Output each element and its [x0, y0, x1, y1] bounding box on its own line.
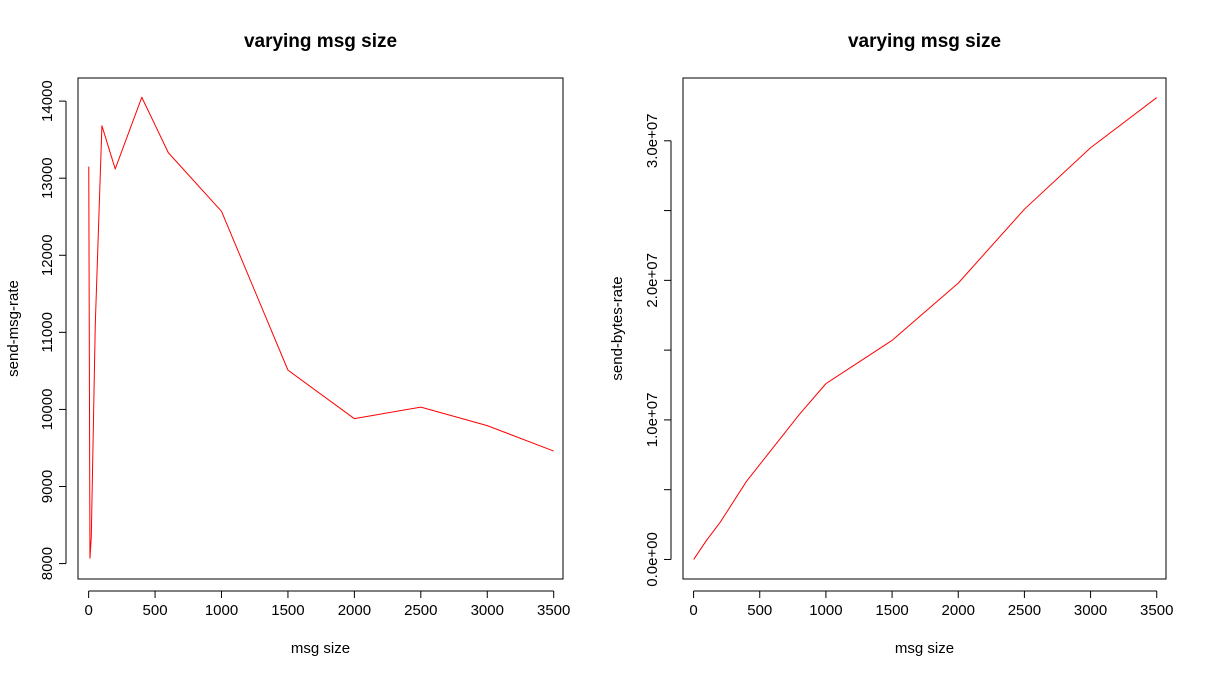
left-chart-y-tick-label: 13000 — [39, 157, 56, 199]
left-chart-y-tick-label: 9000 — [39, 470, 56, 503]
left-chart-x-tick-label: 1500 — [271, 602, 304, 619]
right-chart-x-tick-label: 1000 — [809, 602, 842, 619]
right-chart-y-tick-label: 2.0e+07 — [644, 253, 661, 308]
left-chart-x-tick-label: 3000 — [471, 602, 504, 619]
left-chart-y-tick-label: 8000 — [39, 547, 56, 580]
left-chart-panel: varying msg size msg size send-msg-rate … — [5, 31, 570, 657]
right-chart-series-line — [693, 97, 1158, 560]
right-chart-x-tick-label: 1500 — [875, 602, 908, 619]
left-chart-plot-frame — [77, 77, 564, 580]
left-chart-x-tick-label: 2500 — [404, 602, 437, 619]
right-chart-x-tick-label: 3000 — [1074, 602, 1107, 619]
left-chart-y-tick-label: 12000 — [39, 234, 56, 276]
right-chart-x-tick-label: 3500 — [1140, 602, 1173, 619]
left-chart-x-tick-label: 500 — [143, 602, 168, 619]
left-chart-title: varying msg size — [244, 31, 397, 52]
left-chart-y-tick-label: 11000 — [39, 312, 56, 353]
right-chart-y-axis-label: send-bytes-rate — [609, 276, 626, 380]
left-chart-series-line — [88, 96, 554, 559]
right-chart-y-tick-label: 0.0e+00 — [644, 532, 661, 587]
right-chart-x-tick-label: 0 — [689, 602, 697, 619]
right-chart-plot-frame — [682, 77, 1167, 580]
left-chart-x-tick-label: 3500 — [537, 602, 570, 619]
left-chart-y-axis-label: send-msg-rate — [5, 280, 22, 377]
right-chart-title: varying msg size — [848, 31, 1001, 52]
left-chart-y-tick-label: 10000 — [39, 389, 56, 431]
right-chart-y-tick-label: 1.0e+07 — [644, 393, 661, 448]
right-chart-x-tick-label: 2000 — [942, 602, 975, 619]
right-chart-panel: varying msg size msg size send-bytes-rat… — [609, 31, 1173, 657]
left-chart-x-tick-label: 0 — [84, 602, 92, 619]
right-chart-x-axis-label: msg size — [895, 640, 954, 657]
right-chart-x-tick-label: 500 — [747, 602, 772, 619]
left-chart-x-tick-label: 1000 — [205, 602, 238, 619]
left-chart-x-axis-label: msg size — [291, 640, 350, 657]
right-chart-y-tick-label: 3.0e+07 — [644, 113, 661, 168]
left-chart-x-tick-label: 2000 — [338, 602, 371, 619]
right-chart-x-tick-label: 2500 — [1008, 602, 1041, 619]
left-chart-y-tick-label: 14000 — [39, 80, 56, 122]
